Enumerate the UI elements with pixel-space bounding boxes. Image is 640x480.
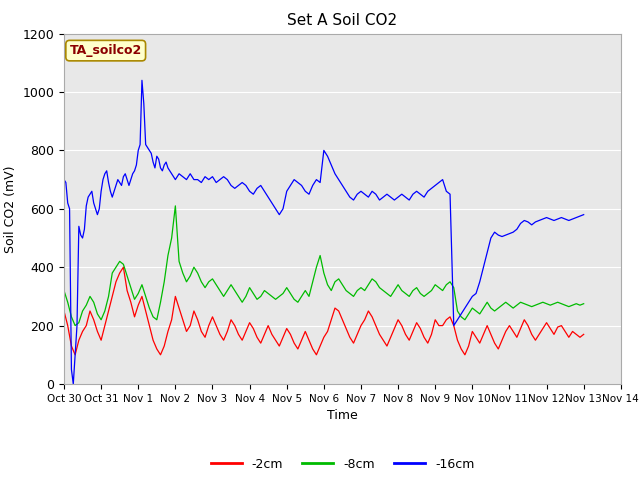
-8cm xyxy=(172,203,179,209)
Line: -16cm: -16cm xyxy=(64,80,584,384)
Line: -8cm: -8cm xyxy=(64,206,584,325)
-8cm xyxy=(561,302,569,308)
-2cm xyxy=(120,264,127,270)
-16cm xyxy=(398,192,406,197)
-2cm xyxy=(64,323,72,328)
-16cm xyxy=(349,197,357,203)
-16cm xyxy=(491,229,499,235)
-2cm xyxy=(509,328,517,334)
-2cm xyxy=(71,352,79,358)
-16cm xyxy=(520,217,528,223)
-2cm xyxy=(238,337,246,343)
-8cm xyxy=(520,301,528,307)
-8cm xyxy=(238,300,246,305)
-16cm xyxy=(580,212,588,217)
Line: -2cm: -2cm xyxy=(64,267,584,355)
-2cm xyxy=(580,332,588,337)
-8cm xyxy=(64,300,72,305)
-2cm xyxy=(60,308,68,314)
-8cm xyxy=(580,301,588,307)
-8cm xyxy=(93,311,101,317)
-2cm xyxy=(561,328,569,334)
-16cm xyxy=(328,162,335,168)
Text: TA_soilco2: TA_soilco2 xyxy=(70,44,142,57)
-2cm xyxy=(520,317,528,323)
-16cm xyxy=(69,381,77,387)
-16cm xyxy=(60,177,68,182)
-2cm xyxy=(93,328,101,334)
Y-axis label: Soil CO2 (mV): Soil CO2 (mV) xyxy=(4,165,17,252)
-8cm xyxy=(60,288,68,293)
Legend: -2cm, -8cm, -16cm: -2cm, -8cm, -16cm xyxy=(205,453,479,476)
-16cm xyxy=(120,174,127,180)
-8cm xyxy=(509,305,517,311)
-8cm xyxy=(71,323,79,328)
X-axis label: Time: Time xyxy=(327,409,358,422)
Title: Set A Soil CO2: Set A Soil CO2 xyxy=(287,13,397,28)
-16cm xyxy=(138,77,146,83)
